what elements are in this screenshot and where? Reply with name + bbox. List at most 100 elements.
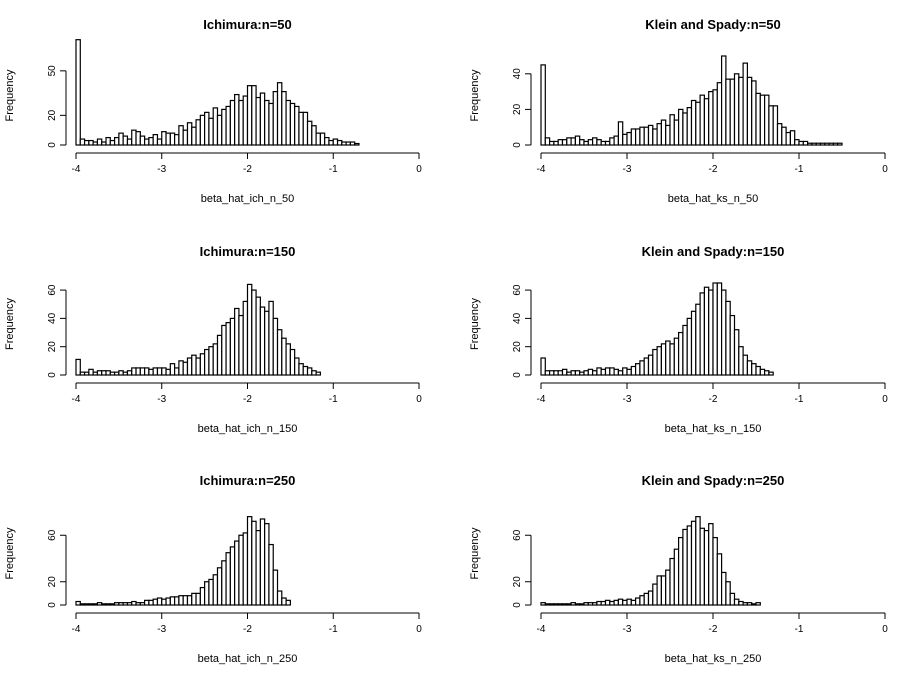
x-tick-label: -4 — [72, 164, 81, 175]
histogram-bar — [686, 525, 693, 606]
histogram-bar — [161, 131, 167, 146]
histogram-bar — [656, 575, 662, 606]
histogram-bar — [677, 108, 684, 146]
histogram-bar — [212, 574, 219, 606]
histogram-bar — [156, 597, 163, 606]
histogram-bar — [712, 282, 718, 376]
histogram-bar — [600, 368, 607, 376]
histogram-bar — [819, 142, 826, 146]
y-tick-label: 0 — [512, 372, 523, 378]
histogram-bar — [708, 289, 714, 376]
histogram-bar — [544, 137, 551, 146]
histogram-bar — [135, 131, 141, 146]
histogram-bar — [341, 141, 347, 146]
histogram-bar — [755, 92, 761, 146]
histogram-bar — [763, 94, 770, 146]
histogram-bar — [268, 300, 274, 376]
histogram-bar — [660, 575, 667, 606]
histogram-bar — [281, 337, 287, 376]
histogram-bar — [643, 126, 650, 146]
histogram-bar — [738, 600, 744, 606]
histogram-bar — [596, 139, 602, 146]
histogram-bar — [345, 141, 351, 146]
histogram-bar — [548, 603, 555, 606]
y-tick-label: 0 — [47, 602, 58, 608]
y-tick-label: 60 — [512, 284, 523, 296]
histogram-bar — [634, 128, 641, 146]
histogram-bar — [96, 602, 103, 606]
histogram-bar — [268, 543, 274, 606]
histogram-bar — [639, 360, 645, 376]
histogram-bar — [246, 283, 253, 376]
histogram-bar — [591, 370, 598, 376]
histogram-bar — [212, 107, 219, 146]
histogram-bar — [733, 329, 740, 376]
histogram-bar — [178, 125, 184, 146]
x-tick-label: -3 — [157, 164, 166, 175]
histogram-bar — [135, 602, 141, 606]
histogram-bar — [557, 603, 564, 606]
histogram-bar — [289, 102, 296, 146]
histogram-bar — [647, 124, 654, 146]
histogram-bar — [566, 603, 572, 606]
histogram-bar — [169, 596, 176, 606]
x-tick-label: 0 — [882, 624, 888, 635]
histogram-bar — [174, 367, 180, 376]
y-tick-label: 20 — [47, 109, 58, 121]
histogram-bar — [591, 602, 598, 606]
histogram-bar — [285, 343, 291, 376]
histogram-bar — [101, 370, 107, 376]
histogram-bar — [811, 142, 817, 146]
histogram-bar — [113, 371, 120, 376]
histogram-bar — [720, 289, 727, 376]
histogram-bar — [178, 360, 184, 376]
histogram-bar — [570, 602, 576, 606]
histogram-bar — [579, 603, 585, 606]
histogram-bar — [122, 602, 129, 606]
histogram-bar — [600, 140, 607, 146]
histogram-bar — [204, 348, 210, 376]
histogram-bar — [109, 371, 116, 376]
histogram-bar — [272, 569, 279, 606]
histogram-bar — [165, 597, 171, 606]
histogram-bar — [354, 142, 360, 146]
histogram-bar — [751, 80, 757, 146]
x-tick-label: -1 — [329, 394, 338, 405]
histogram-bar — [617, 598, 624, 606]
histogram-bar — [630, 599, 637, 606]
histogram-bar — [302, 365, 309, 376]
histogram-bar — [208, 117, 214, 146]
histogram-bar — [169, 363, 176, 376]
histogram-bar — [276, 82, 283, 146]
histogram-bar — [182, 129, 189, 146]
histogram-bar — [122, 135, 129, 146]
histogram-bar — [225, 322, 231, 376]
histogram-bar — [199, 353, 206, 376]
histogram-bar — [191, 354, 197, 376]
y-tick-label: 40 — [47, 312, 58, 324]
x-tick-label: -2 — [243, 394, 252, 405]
histogram-bar — [152, 134, 159, 146]
histogram-bar — [92, 141, 99, 146]
histogram-bar — [165, 132, 171, 146]
histogram-bar — [673, 119, 680, 146]
chart-title: Klein and Spady:n=250 — [642, 473, 785, 488]
histogram-bar — [553, 603, 559, 606]
histogram-bar — [276, 329, 283, 376]
histogram-bar — [652, 348, 658, 376]
histogram-bar — [824, 142, 830, 146]
histogram-bar — [600, 600, 607, 606]
histogram-bar — [92, 371, 99, 376]
histogram-bar — [144, 367, 150, 376]
histogram-panel: Ichimura:n=150 -4 -3 -2 -1 0 beta_hat_ich_n_15… — [4, 244, 422, 435]
histogram-bar — [289, 348, 296, 376]
histogram-bar — [755, 602, 761, 606]
histogram-bar — [656, 346, 662, 376]
histogram-bar — [785, 131, 791, 146]
histogram-bar — [195, 357, 201, 376]
histogram-bar — [242, 532, 249, 606]
x-tick-label: -1 — [795, 394, 804, 405]
histogram-bar — [199, 586, 206, 606]
histogram-bar — [716, 553, 723, 606]
histogram-bar — [131, 129, 137, 146]
